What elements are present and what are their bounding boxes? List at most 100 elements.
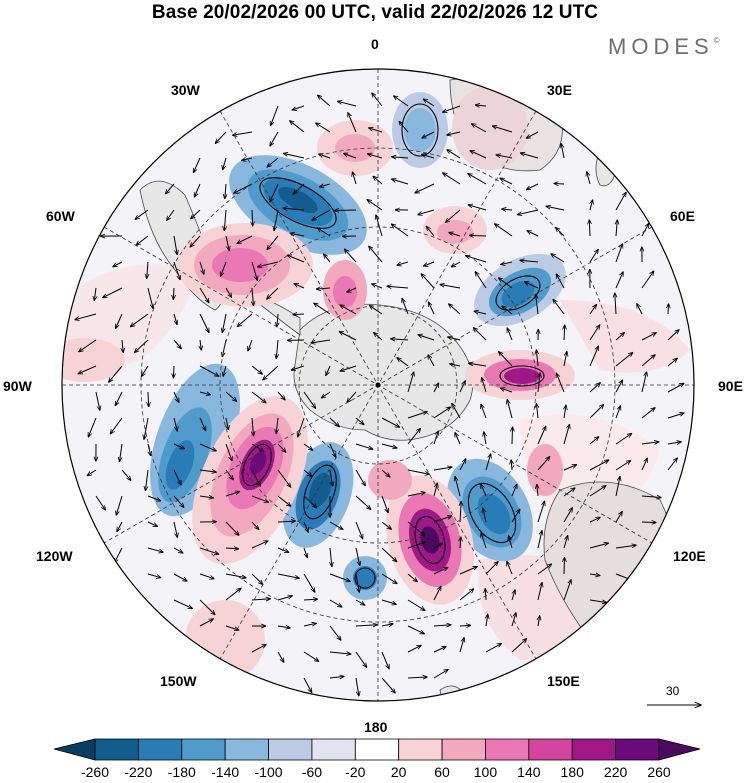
wind-vector [418, 335, 435, 341]
wind-vector [492, 126, 513, 133]
wind-vector [75, 313, 97, 320]
lon-label-30e: 30E [547, 82, 572, 98]
wind-vector [428, 355, 435, 367]
wind-vector [423, 99, 435, 107]
wind-vector [251, 391, 266, 403]
wind-vector [447, 131, 461, 135]
wind-vector [507, 562, 513, 575]
wind-vector [303, 547, 307, 558]
colorbar-segment [571, 738, 617, 761]
colorbar-segment [398, 738, 443, 761]
wind-vector [537, 484, 538, 497]
wind-vector [144, 417, 149, 439]
wind-vector [316, 123, 331, 133]
wind-vector [407, 573, 417, 582]
wind-vector [303, 599, 318, 600]
wind-vector [641, 522, 656, 523]
wind-vector [277, 547, 289, 552]
wind-vector [303, 623, 316, 626]
wind-vector [277, 391, 285, 400]
wind-vector [199, 443, 216, 451]
wind-vector [173, 443, 184, 449]
wind-vector [501, 262, 513, 265]
wind-vector [224, 209, 226, 231]
wind-vector [481, 533, 487, 549]
wind-vector [117, 521, 123, 532]
wind-vector [115, 391, 123, 406]
wind-vector [589, 405, 604, 419]
wind-vector [318, 95, 331, 107]
wind-vector [225, 548, 239, 549]
wind-vector [485, 562, 498, 575]
wind-vector [496, 155, 513, 159]
wind-vector [564, 405, 566, 419]
wind-vector [511, 639, 527, 653]
wind-vector [527, 231, 539, 237]
wind-vector [538, 373, 540, 393]
wind-vector [459, 381, 465, 393]
wind-vector [525, 282, 539, 289]
wind-vector [421, 274, 435, 289]
wind-vector [615, 434, 632, 445]
wind-vector [94, 287, 96, 301]
wind-vector [474, 328, 487, 341]
wind-vector [615, 244, 623, 263]
wind-vector [668, 304, 669, 315]
wind-vector [303, 521, 308, 532]
wind-vector [433, 431, 438, 445]
wind-vector [173, 417, 177, 431]
wind-vector [407, 542, 425, 549]
wind-vector [500, 178, 513, 185]
wind-vector [589, 543, 608, 549]
wind-vector [486, 614, 488, 627]
wind-vector [553, 299, 565, 315]
wind-vector [373, 176, 383, 185]
wind-vector [481, 484, 487, 497]
wind-vector [173, 365, 174, 378]
wind-vector [147, 547, 163, 552]
wind-vector [536, 350, 538, 367]
wind-vector [484, 432, 486, 445]
wind-vector [448, 337, 461, 341]
wind-vector [381, 599, 396, 604]
colorbar-segment [615, 738, 660, 761]
wind-vector [251, 541, 268, 549]
lon-label-90w: 90W [3, 378, 32, 394]
colorbar-segment [658, 738, 701, 761]
wind-vector [433, 625, 451, 626]
wind-vector [481, 404, 487, 419]
wind-vector [237, 313, 253, 327]
lon-label-180: 180 [364, 719, 388, 735]
wind-vector [615, 333, 624, 341]
wind-vector [499, 352, 513, 367]
wind-vector [167, 209, 175, 221]
wind-vector [225, 287, 232, 297]
wind-vector [536, 294, 539, 315]
colorbar-tick-label: -20 [345, 764, 366, 780]
wind-vector [407, 372, 414, 393]
lon-label-150e: 150E [547, 673, 580, 689]
wind-vector [449, 304, 461, 315]
wind-vector [355, 547, 360, 566]
wind-vector [615, 545, 636, 549]
wind-vector [226, 417, 228, 430]
lon-label-30w: 30W [171, 82, 200, 98]
wind-vector [225, 573, 246, 578]
wind-vector [223, 157, 227, 170]
wind-vector [485, 454, 491, 471]
wind-vector [433, 543, 443, 549]
colorbar-segment [354, 738, 400, 761]
wind-vector [199, 392, 211, 395]
wind-vector [276, 417, 278, 434]
wind-vector [147, 495, 161, 501]
wind-vector [271, 105, 279, 126]
wind-vector [248, 339, 253, 351]
wind-vector [276, 339, 278, 359]
wind-vector [589, 220, 590, 237]
wind-vector [369, 128, 383, 133]
wind-vector [407, 625, 424, 634]
wind-vector [381, 651, 389, 669]
wind-vector [509, 536, 513, 549]
wind-vector [526, 131, 539, 138]
